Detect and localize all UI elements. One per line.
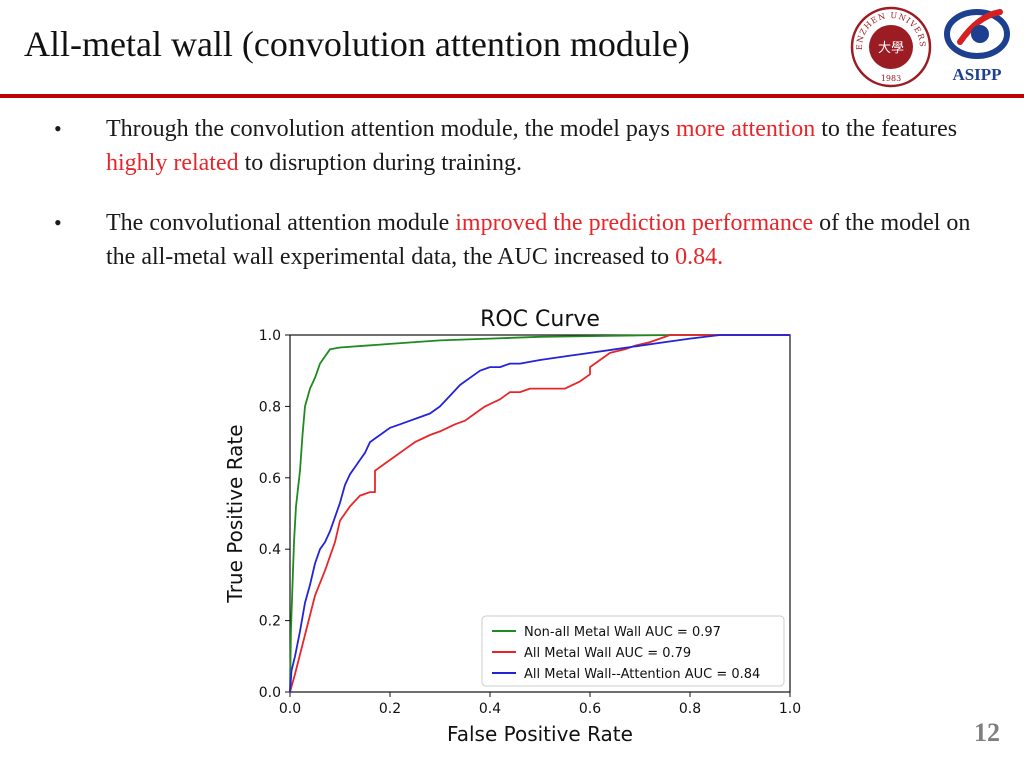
slide-title: All-metal wall (convolution attention mo…: [24, 24, 690, 64]
legend-box: [481, 615, 785, 687]
bullet-1-seg-5: to disruption during training.: [238, 150, 522, 176]
x-axis-label: False Positive Rate: [447, 722, 633, 746]
legend-label-2: All Metal Wall AUC = 0.79: [524, 646, 691, 661]
bullet-2-highlight-improved: improved the prediction performance: [455, 210, 814, 236]
asipp-logo-icon: ASIPP: [944, 9, 1010, 84]
x-tick-label: 0.4: [479, 701, 501, 717]
series-line-2: [289, 334, 790, 693]
page-number: 12: [974, 718, 1000, 747]
bullet-1-highlight-more-attention: more attention: [675, 116, 816, 142]
y-tick-label: 0.2: [259, 614, 281, 630]
bullet-1-highlight-highly-related: highly related: [106, 150, 239, 176]
x-tick-label: 0.0: [279, 701, 301, 717]
legend-label-1: Non-all Metal Wall AUC = 0.97: [524, 625, 721, 640]
y-tick-label: 0.6: [259, 471, 281, 487]
series-line-1: [289, 334, 790, 693]
bullet-1-seg-1: Through the convolution attention module…: [106, 116, 676, 142]
bullet-1-seg-3: to the features: [815, 116, 958, 142]
legend-label-3: All Metal Wall--Attention AUC = 0.84: [524, 667, 760, 682]
bullet-2-seg-1: The convolutional attention module: [106, 210, 456, 236]
asipp-label: ASIPP: [952, 65, 1001, 84]
y-tick-label: 1.0: [259, 328, 281, 344]
bullet-2-highlight-auc: 0.84.: [675, 244, 724, 270]
x-tick-label: 1.0: [779, 701, 801, 717]
y-tick-label: 0.0: [259, 685, 281, 701]
seal-center-text: 大學: [878, 41, 904, 56]
x-tick-label: 0.2: [379, 701, 401, 717]
title-divider: [0, 94, 1024, 98]
y-tick-label: 0.8: [259, 399, 281, 415]
x-tick-label: 0.6: [579, 701, 601, 717]
bullet-marker-2: •: [54, 210, 62, 235]
y-tick-label: 0.4: [259, 542, 281, 558]
y-axis-label: True Positive Rate: [223, 424, 247, 603]
shenzhen-university-seal-icon: SHENZHEN UNIVERSITY 大學 1983: [850, 6, 932, 88]
series-line-3: [289, 334, 790, 693]
chart-title: ROC Curve: [480, 307, 600, 332]
bullet-1: Through the convolution attention module…: [106, 112, 996, 180]
bullet-marker-1: •: [54, 116, 62, 141]
bullet-2: The convolutional attention module impro…: [106, 206, 1001, 274]
bullet-2-seg-3: of the model on the all-metal wall exper…: [106, 210, 971, 270]
x-tick-label: 0.8: [679, 701, 701, 717]
roc-chart: ROC Curve 0.0 0.2 0.4 0.6 0.8 1.0 0.0 0.2 0.4 0.6 0…: [223, 307, 801, 746]
seal-year: 1983: [881, 74, 901, 83]
